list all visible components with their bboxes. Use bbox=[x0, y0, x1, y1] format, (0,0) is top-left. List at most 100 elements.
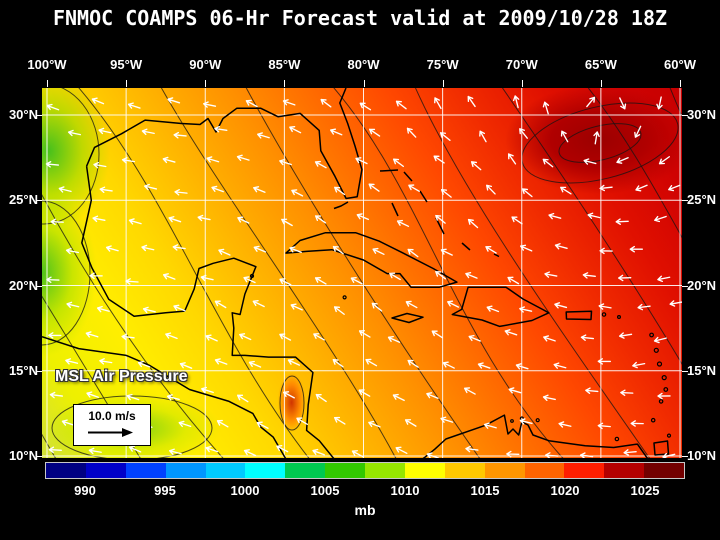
wind-arrow bbox=[314, 276, 327, 285]
colorbar-tick-label: 1005 bbox=[310, 483, 340, 498]
colorbar-tick-label: 990 bbox=[74, 483, 96, 498]
lon-label: 90°W bbox=[189, 57, 222, 72]
lon-label: 70°W bbox=[505, 57, 538, 72]
wind-arrow bbox=[389, 272, 401, 281]
wind-arrow bbox=[542, 394, 556, 402]
wind-arrow bbox=[121, 333, 135, 341]
isobar-line bbox=[160, 88, 397, 458]
wind-arrow bbox=[236, 394, 249, 403]
wind-reference-box: 10.0 m/s bbox=[73, 404, 151, 446]
island-outline bbox=[666, 433, 672, 438]
wind-arrow bbox=[618, 274, 632, 282]
wind-arrow bbox=[669, 300, 682, 307]
wind-arrow bbox=[45, 161, 60, 168]
colorbar-cell bbox=[644, 463, 684, 478]
coastline-pacific bbox=[42, 335, 287, 458]
lon-tick bbox=[600, 80, 602, 87]
colorbar-cell bbox=[46, 463, 86, 478]
wind-reference-value: 10.0 m/s bbox=[88, 409, 136, 423]
wind-arrow bbox=[368, 183, 380, 192]
lon-label: 75°W bbox=[426, 57, 459, 72]
isobar-line bbox=[587, 88, 682, 239]
wind-arrow bbox=[172, 244, 186, 251]
wind-arrow bbox=[211, 185, 224, 193]
colorbar-unit-label: mb bbox=[354, 502, 376, 518]
wind-arrow bbox=[200, 274, 214, 282]
wind-arrow bbox=[599, 184, 613, 192]
wind-arrow bbox=[465, 445, 479, 453]
colorbar-tick-label: 1025 bbox=[630, 483, 660, 498]
island-outline bbox=[342, 295, 347, 300]
wind-arrow bbox=[662, 452, 676, 458]
wind-arrow bbox=[282, 391, 295, 399]
colorbar-cell bbox=[245, 463, 286, 478]
coastline-hispaniola bbox=[451, 286, 550, 328]
lat-label-left: 30°N bbox=[8, 107, 38, 122]
wind-arrow bbox=[435, 214, 446, 224]
colorbar bbox=[45, 462, 685, 479]
wind-arrow bbox=[128, 445, 142, 453]
island-outline bbox=[614, 436, 620, 442]
wind-arrow bbox=[67, 129, 82, 137]
wind-arrow bbox=[49, 391, 64, 399]
wind-arrow bbox=[439, 132, 451, 141]
wind-arrow bbox=[583, 158, 597, 165]
map-plot-area: MSL Air Pressure 10.0 m/s bbox=[42, 88, 682, 458]
colorbar-cell bbox=[165, 463, 206, 478]
wind-arrow bbox=[243, 276, 256, 284]
colorbar-tick-label: 1015 bbox=[470, 483, 500, 498]
wind-arrow bbox=[178, 420, 192, 428]
wind-arrow bbox=[520, 244, 533, 252]
lon-tick bbox=[363, 80, 365, 87]
wind-arrow bbox=[128, 218, 142, 225]
island-outline bbox=[661, 375, 667, 381]
island-outline bbox=[249, 273, 255, 279]
coastline-us-gulf bbox=[85, 88, 363, 200]
wind-arrow bbox=[142, 306, 156, 314]
lon-tick bbox=[47, 80, 48, 87]
wind-arrow bbox=[657, 275, 671, 283]
wind-arrow bbox=[634, 125, 642, 138]
wind-arrow bbox=[358, 389, 371, 397]
wind-arrow bbox=[657, 392, 671, 400]
lat-tick-right bbox=[682, 456, 688, 457]
wind-arrow bbox=[312, 448, 325, 456]
wind-arrow bbox=[86, 391, 99, 398]
isobar-line bbox=[245, 88, 481, 458]
wind-arrow bbox=[93, 161, 107, 169]
wind-arrow bbox=[623, 449, 637, 456]
wind-arrow bbox=[440, 248, 453, 256]
wind-arrow bbox=[289, 126, 302, 134]
wind-arrow bbox=[483, 422, 497, 429]
wind-arrow bbox=[405, 300, 418, 309]
wind-arrow bbox=[368, 420, 381, 428]
wind-arrow bbox=[630, 420, 644, 427]
wind-arrow bbox=[586, 96, 596, 108]
coastline-jamaica bbox=[391, 312, 424, 324]
wind-arrow bbox=[512, 95, 520, 109]
island-outline bbox=[535, 418, 540, 423]
island-outline bbox=[649, 332, 654, 338]
wind-arrow bbox=[580, 334, 595, 341]
isobar-line bbox=[415, 88, 651, 458]
wind-arrow bbox=[356, 213, 370, 221]
wind-arrow bbox=[511, 216, 523, 225]
wind-arrow bbox=[334, 186, 346, 196]
wind-arrow bbox=[141, 128, 155, 136]
lon-label: 100°W bbox=[27, 57, 67, 72]
wind-arrow bbox=[368, 128, 381, 137]
wind-arrow bbox=[248, 360, 262, 368]
island-outline bbox=[663, 387, 669, 392]
lon-label: 95°W bbox=[110, 57, 143, 72]
wind-arrow bbox=[66, 301, 80, 309]
wind-arrow bbox=[257, 132, 270, 139]
colorbar-cell bbox=[404, 463, 445, 478]
wind-arrow bbox=[396, 219, 410, 227]
wind-arrow bbox=[599, 247, 613, 255]
isobar-closed-contour bbox=[42, 200, 91, 346]
wind-arrow bbox=[654, 215, 667, 223]
wind-arrow bbox=[387, 335, 401, 343]
wind-arrow bbox=[579, 452, 594, 458]
wind-reference-arrow-icon bbox=[88, 428, 133, 437]
wind-arrow bbox=[65, 247, 80, 255]
